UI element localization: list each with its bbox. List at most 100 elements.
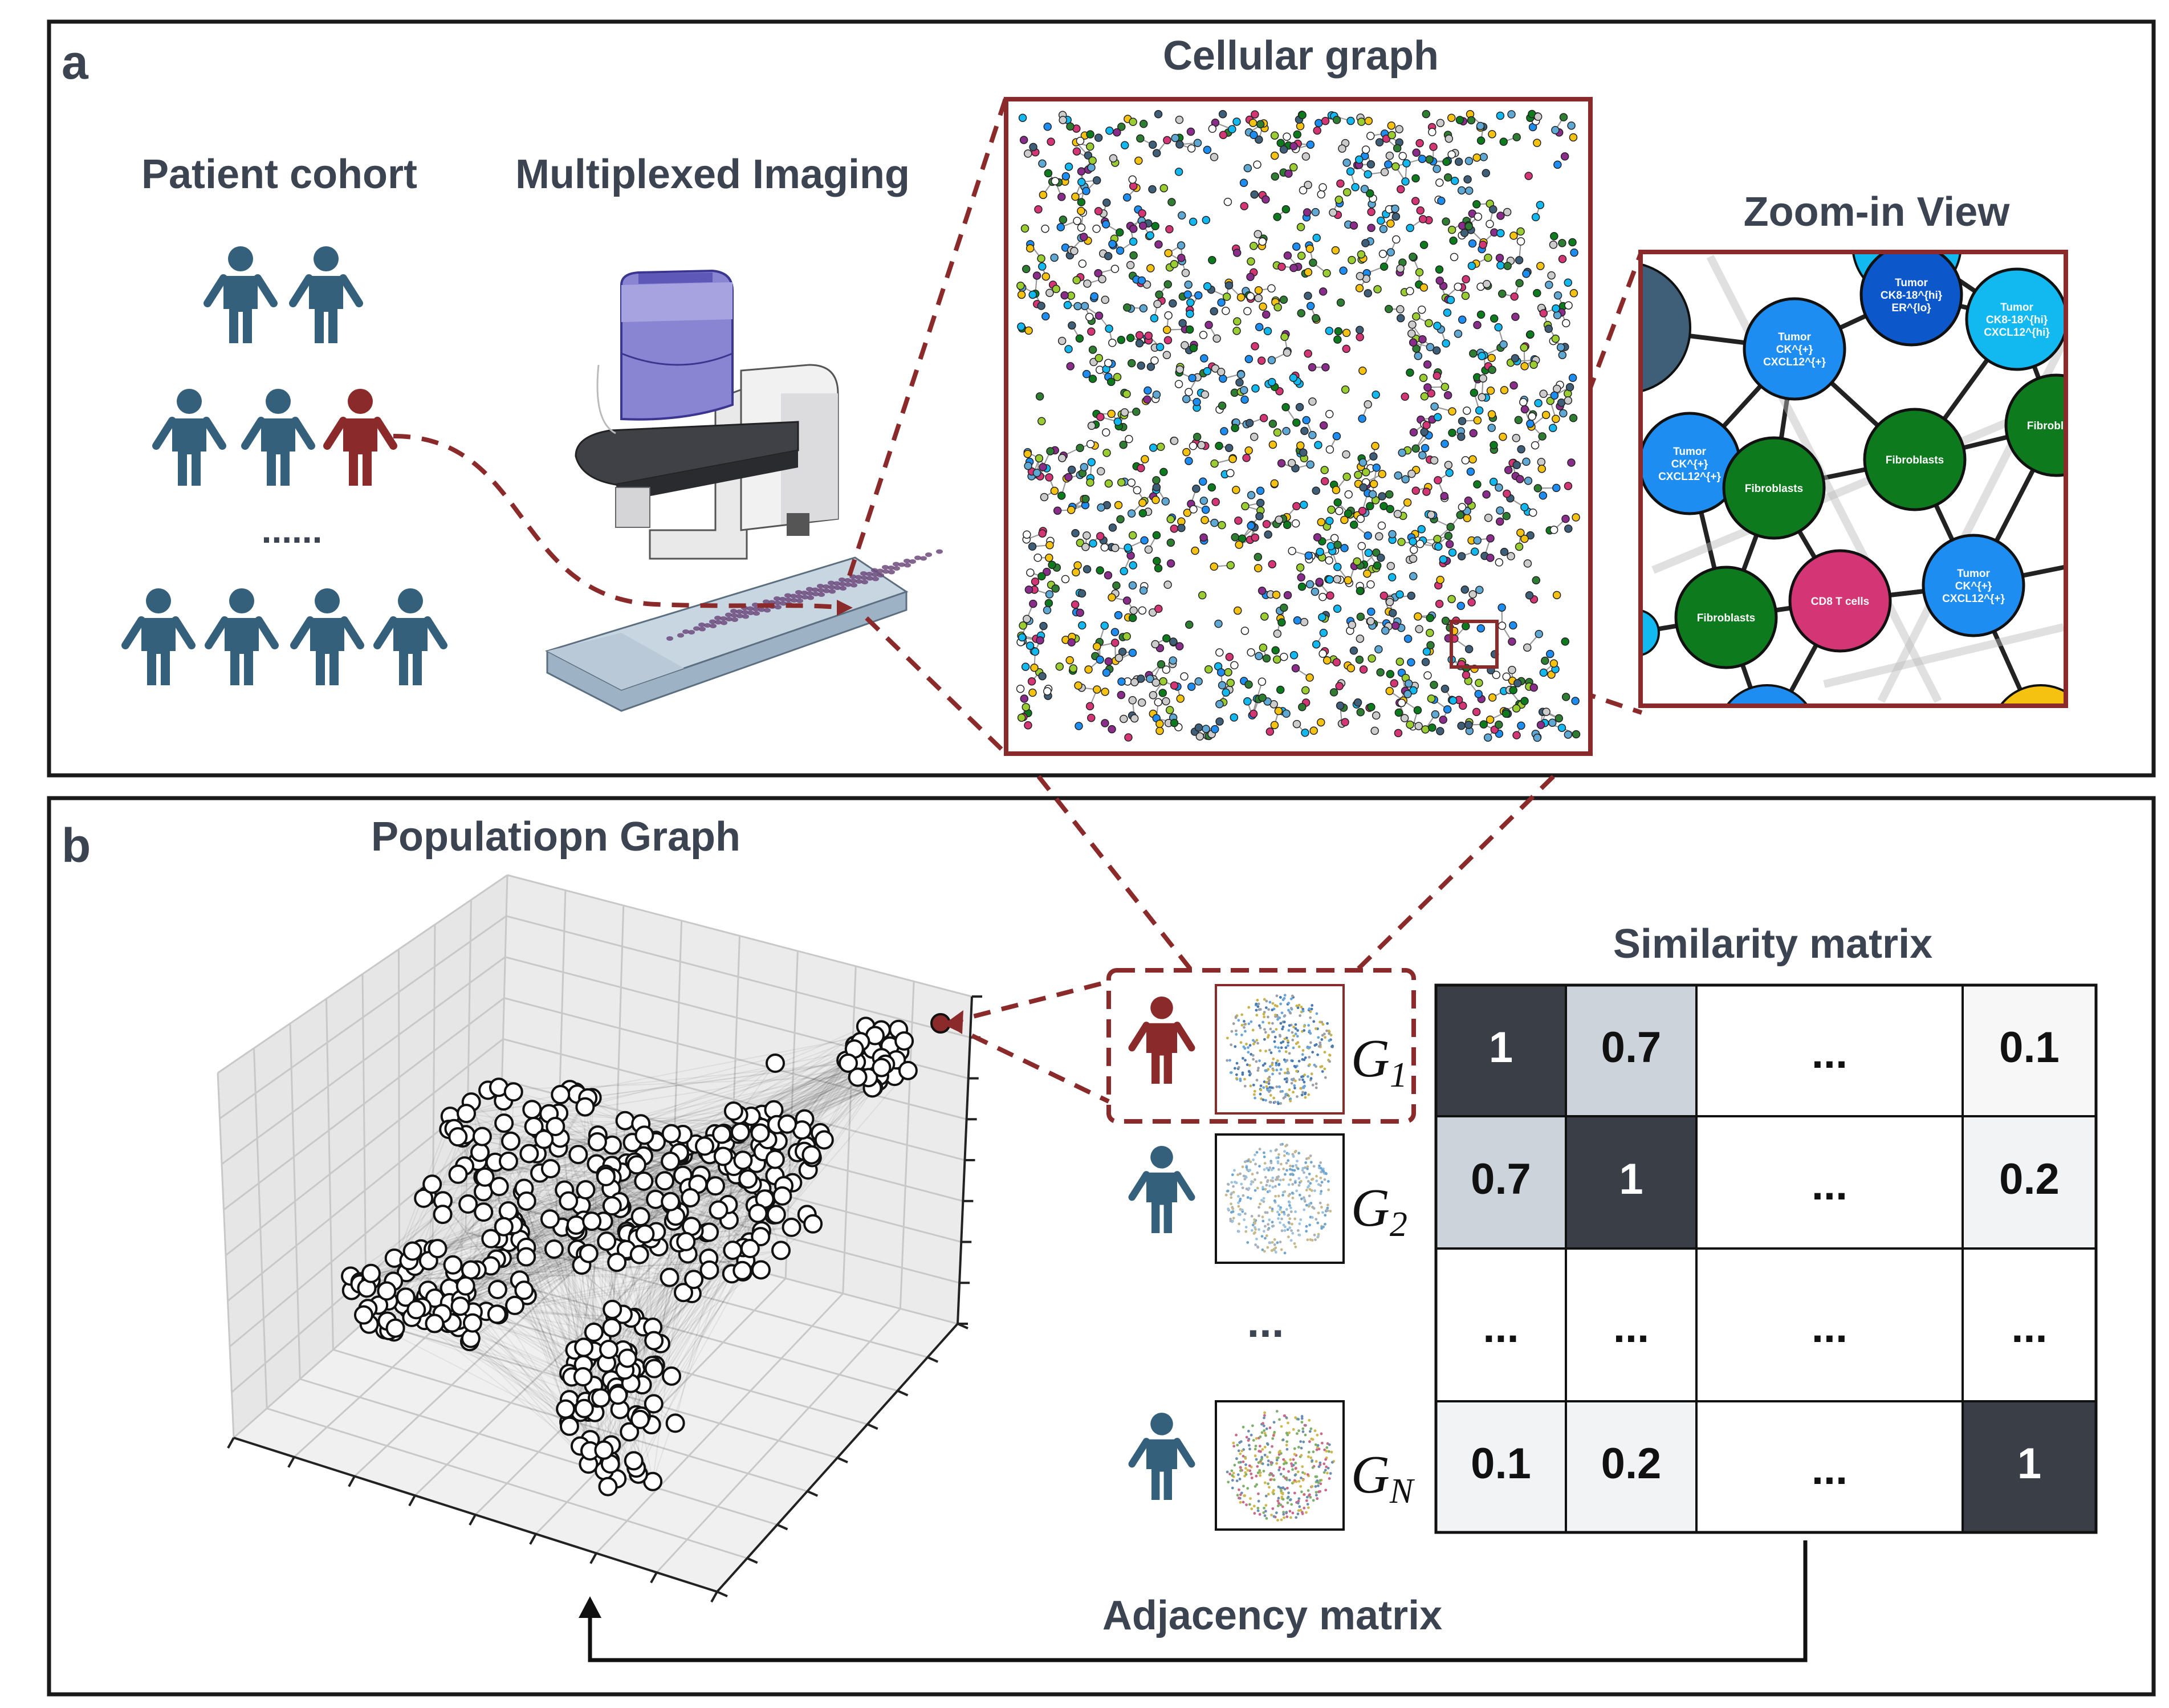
cell-node xyxy=(1388,530,1397,539)
thumbnail-dot xyxy=(1314,1238,1317,1241)
cell-node xyxy=(1395,125,1403,133)
cell-node xyxy=(1553,311,1562,320)
axis-tick xyxy=(837,1457,848,1463)
thumbnail-dot xyxy=(1295,1164,1298,1167)
cell-node xyxy=(1509,231,1518,240)
cell-node xyxy=(1159,184,1169,193)
population-node xyxy=(461,1260,481,1280)
cell-node xyxy=(1176,694,1185,703)
cell-node xyxy=(1430,456,1439,465)
cell-node xyxy=(1121,141,1129,149)
cell-node xyxy=(1533,112,1543,121)
cell-node xyxy=(1379,225,1388,234)
cell-node xyxy=(1177,254,1186,262)
cell-node xyxy=(1056,223,1065,231)
cell-node xyxy=(1447,113,1456,122)
patient-cohort-title: Patient cohort xyxy=(141,152,417,197)
thumbnail-dot xyxy=(1255,1039,1259,1042)
cell-node xyxy=(1378,492,1386,501)
cell-node xyxy=(1353,698,1362,707)
cell-node xyxy=(1064,345,1073,353)
cell-node xyxy=(1417,525,1426,534)
graph-list-item: G2 xyxy=(1128,1133,1407,1264)
population-node xyxy=(425,1313,445,1333)
cell-node xyxy=(1332,486,1341,494)
thumbnail-dot xyxy=(1261,1219,1265,1223)
cell-node xyxy=(1218,520,1226,530)
cell-node xyxy=(1242,453,1251,462)
cell-node xyxy=(1026,244,1035,253)
thumbnail-dot xyxy=(1239,1079,1242,1083)
cell-node xyxy=(1268,560,1276,568)
cell-node xyxy=(1152,476,1161,485)
cell-node xyxy=(1120,714,1128,723)
cell-node xyxy=(1556,343,1565,352)
cell-node xyxy=(1333,604,1342,613)
population-node xyxy=(660,1267,679,1287)
cell-node xyxy=(1152,149,1161,157)
cell-node xyxy=(1303,208,1312,217)
tissue-well xyxy=(677,633,684,638)
cell-node xyxy=(1535,629,1543,639)
population-node xyxy=(801,1145,821,1165)
zoom-node-label: CK8-18^{hi} xyxy=(1881,290,1943,302)
cell-node xyxy=(1309,258,1317,267)
cell-node xyxy=(1372,463,1381,472)
cell-node xyxy=(1462,406,1471,415)
cell-node xyxy=(1292,719,1301,729)
population-node xyxy=(748,1203,768,1223)
cell-node xyxy=(1550,391,1559,400)
tissue-well xyxy=(904,559,910,563)
cell-node xyxy=(1403,690,1412,698)
cell-node xyxy=(1203,367,1212,376)
cell-node xyxy=(1461,291,1470,300)
axis-tick xyxy=(717,1591,728,1597)
cell-node xyxy=(1325,327,1334,335)
patient-icon xyxy=(1128,1146,1195,1233)
cell-node xyxy=(1038,262,1047,271)
thumbnail-dot xyxy=(1289,1164,1292,1168)
thumbnail-dot xyxy=(1315,1180,1319,1182)
thumbnail-dot xyxy=(1275,994,1279,998)
cell-node xyxy=(1499,340,1508,349)
thumbnail-dot xyxy=(1310,1072,1313,1076)
thumbnail-dot xyxy=(1266,1179,1269,1182)
cell-node xyxy=(1564,278,1572,287)
cell-node xyxy=(1537,465,1547,473)
population-node xyxy=(428,1239,447,1259)
cell-node xyxy=(1431,710,1440,719)
cell-node xyxy=(1495,254,1504,262)
thumbnail-dot xyxy=(1263,1168,1266,1171)
cell-node xyxy=(1144,545,1153,554)
population-node xyxy=(894,1031,914,1051)
cell-node xyxy=(1517,445,1525,454)
cell-node xyxy=(1255,512,1264,520)
cell-node xyxy=(1277,459,1286,467)
cell-node xyxy=(1178,319,1187,328)
thumbnail-dot xyxy=(1244,1230,1248,1233)
cell-node xyxy=(1409,546,1418,554)
cell-node xyxy=(1137,361,1145,370)
thumbnail-dot xyxy=(1289,1099,1292,1103)
cell-node xyxy=(1289,142,1298,151)
thumbnail-dot xyxy=(1249,1160,1252,1164)
cell-node xyxy=(1261,195,1270,204)
axis-tick xyxy=(469,1514,477,1526)
cell-node xyxy=(1373,561,1382,570)
thumbnail-dot xyxy=(1279,996,1282,999)
cell-node xyxy=(1162,665,1171,674)
thumbnail-dot xyxy=(1288,1088,1291,1091)
thumbnail-dot xyxy=(1293,1084,1296,1087)
cell-node xyxy=(1313,533,1322,542)
cell-node xyxy=(1047,137,1055,146)
cell-node xyxy=(1386,670,1395,678)
thumbnail-dot xyxy=(1288,1226,1292,1230)
cell-node xyxy=(1239,178,1248,187)
cell-node xyxy=(1253,160,1261,169)
cell-node xyxy=(1391,204,1399,213)
cell-node xyxy=(1564,524,1573,533)
cell-nodes xyxy=(1016,109,1581,742)
tissue-well xyxy=(780,601,787,606)
cell-node xyxy=(1553,160,1562,169)
cell-node xyxy=(1249,242,1258,250)
